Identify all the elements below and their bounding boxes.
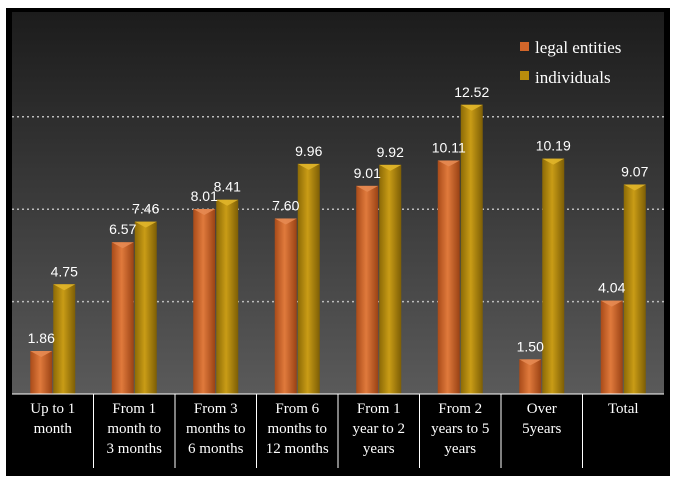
category-label-line: years bbox=[363, 441, 395, 457]
category-label-line: year to 2 bbox=[353, 421, 405, 437]
value-label-individuals: 9.92 bbox=[377, 144, 404, 160]
bar-cap-legal-entities bbox=[437, 160, 460, 167]
bar-individuals bbox=[216, 199, 239, 394]
bar-cap-legal-entities bbox=[356, 185, 379, 192]
category-label-line: Over bbox=[527, 401, 557, 417]
category-label-line: 5years bbox=[522, 421, 561, 437]
gridlines bbox=[12, 116, 664, 303]
legend-label-legal-entities: legal entities bbox=[535, 38, 621, 57]
bar-cap-individuals bbox=[460, 104, 483, 111]
category-label-line: months to bbox=[267, 421, 327, 437]
bar-cap-individuals bbox=[53, 284, 76, 291]
bar-individuals bbox=[460, 104, 483, 395]
legend-item-legal-entities: legal entities bbox=[520, 38, 621, 57]
category-label-line: 3 months bbox=[107, 441, 163, 457]
legend-swatch-legal-entities bbox=[520, 42, 529, 51]
category-label: From 3 months to 6 months bbox=[186, 401, 246, 457]
bar-legal-entities bbox=[30, 351, 53, 394]
bar-legal-entities bbox=[111, 242, 134, 394]
category-label-line: From 1 bbox=[357, 401, 401, 417]
category-label-line: years to 5 bbox=[431, 421, 489, 437]
value-label-legal-entities: 4.04 bbox=[598, 280, 625, 296]
legend-swatch-individuals bbox=[520, 71, 529, 80]
bar-cap-individuals bbox=[297, 163, 320, 170]
value-label-individuals: 9.07 bbox=[621, 163, 648, 179]
value-labels: 1.86 4.75 6.57 7.46 8.018.41 7.60 9.96 9.01 9.92… bbox=[28, 84, 649, 355]
category-label-line: Up to 1 bbox=[30, 401, 75, 417]
value-label-individuals: 12.52 bbox=[454, 84, 489, 100]
bar-legal-entities bbox=[519, 359, 542, 394]
category-label-line: month to bbox=[107, 421, 161, 437]
category-label-line: Total bbox=[608, 401, 639, 417]
category-label: From 1 month to 3 months bbox=[107, 401, 163, 457]
bar-individuals bbox=[623, 184, 646, 394]
bar-cap-legal-entities bbox=[600, 300, 623, 307]
category-label-line: From 3 bbox=[194, 401, 238, 417]
bar-cap-legal-entities bbox=[193, 208, 216, 215]
bar-cap-legal-entities bbox=[111, 242, 134, 249]
bar-cap-individuals bbox=[623, 184, 646, 191]
bars bbox=[30, 104, 646, 395]
category-label-line: month bbox=[34, 421, 73, 437]
category-label: Over 5years bbox=[522, 401, 561, 437]
category-label-line: months to bbox=[186, 421, 246, 437]
bar-legal-entities bbox=[356, 185, 379, 394]
value-label-individuals: 9.96 bbox=[295, 143, 322, 159]
bar-cap-legal-entities bbox=[274, 218, 297, 225]
legend-label-individuals: individuals bbox=[535, 68, 611, 87]
value-label-individuals: 8.41 bbox=[214, 179, 241, 195]
bar-chart: 1.86 4.75 6.57 7.46 8.018.41 7.60 9.96 9.01 9.92… bbox=[12, 12, 664, 468]
bar-legal-entities bbox=[274, 218, 297, 394]
bar-individuals bbox=[297, 163, 320, 394]
bar-cap-legal-entities bbox=[519, 359, 542, 366]
category-label-line: 6 months bbox=[188, 441, 244, 457]
value-label-legal-entities: 10.11 bbox=[432, 139, 466, 155]
bar-cap-individuals bbox=[216, 199, 239, 206]
bar-individuals bbox=[542, 158, 565, 394]
category-label: From 1 year to 2 years bbox=[353, 401, 405, 457]
legend-item-individuals: individuals bbox=[520, 68, 611, 87]
chart-frame: 1.86 4.75 6.57 7.46 8.01 8.41 7.60 9.96 9.01 9.92… bbox=[6, 8, 670, 476]
value-label-legal-entities: 6.57 bbox=[109, 221, 136, 237]
value-label-legal-entities: 1.50 bbox=[517, 338, 544, 354]
bar-legal-entities bbox=[193, 208, 216, 394]
bar-individuals bbox=[53, 284, 76, 394]
value-label-legal-entities: 8.01 bbox=[191, 188, 218, 204]
value-label-legal-entities: 9.01 bbox=[354, 165, 381, 181]
bar-cap-individuals bbox=[379, 164, 402, 171]
category-label-line: From 1 bbox=[112, 401, 156, 417]
bar-individuals bbox=[379, 164, 402, 394]
category-label: From 6 months to 12 months bbox=[266, 401, 329, 457]
category-label-line: From 2 bbox=[438, 401, 482, 417]
value-label-individuals: 4.75 bbox=[51, 263, 78, 279]
category-label: From 2 years to 5 years bbox=[431, 401, 489, 457]
category-label-line: years bbox=[444, 441, 476, 457]
category-label-line: 12 months bbox=[266, 441, 329, 457]
bar-cap-legal-entities bbox=[30, 351, 53, 358]
bar-cap-individuals bbox=[134, 221, 157, 228]
category-label-line: From 6 bbox=[275, 401, 319, 417]
value-label-individuals: 7.46 bbox=[132, 201, 159, 217]
category-label: Up to 1 month bbox=[30, 401, 75, 437]
value-label-legal-entities: 1.86 bbox=[28, 330, 55, 346]
legend: legal entities individuals bbox=[520, 38, 621, 87]
category-label: Total bbox=[608, 401, 639, 417]
bar-legal-entities bbox=[437, 160, 460, 394]
bar-legal-entities bbox=[600, 300, 623, 394]
bar-individuals bbox=[134, 221, 157, 394]
value-label-legal-entities: 7.60 bbox=[272, 197, 299, 213]
bar-cap-individuals bbox=[542, 158, 565, 165]
value-label-individuals: 10.19 bbox=[536, 138, 571, 154]
category-ticks: Up to 1 month From 1 month to 3 months From 3… bbox=[30, 394, 639, 468]
